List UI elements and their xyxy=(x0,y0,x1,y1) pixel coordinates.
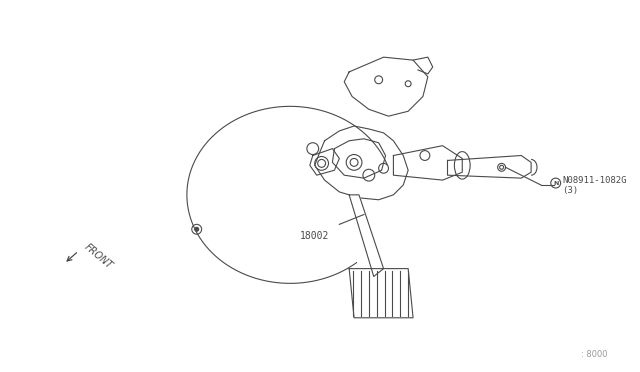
Text: : 8000: : 8000 xyxy=(581,350,608,359)
Text: (3): (3) xyxy=(563,186,579,195)
Polygon shape xyxy=(349,269,413,318)
Text: FRONT: FRONT xyxy=(83,241,115,270)
Text: N08911-1082G: N08911-1082G xyxy=(563,176,627,185)
Polygon shape xyxy=(349,195,383,276)
Text: N: N xyxy=(553,180,558,186)
Circle shape xyxy=(195,227,198,231)
Text: 18002: 18002 xyxy=(300,231,330,241)
